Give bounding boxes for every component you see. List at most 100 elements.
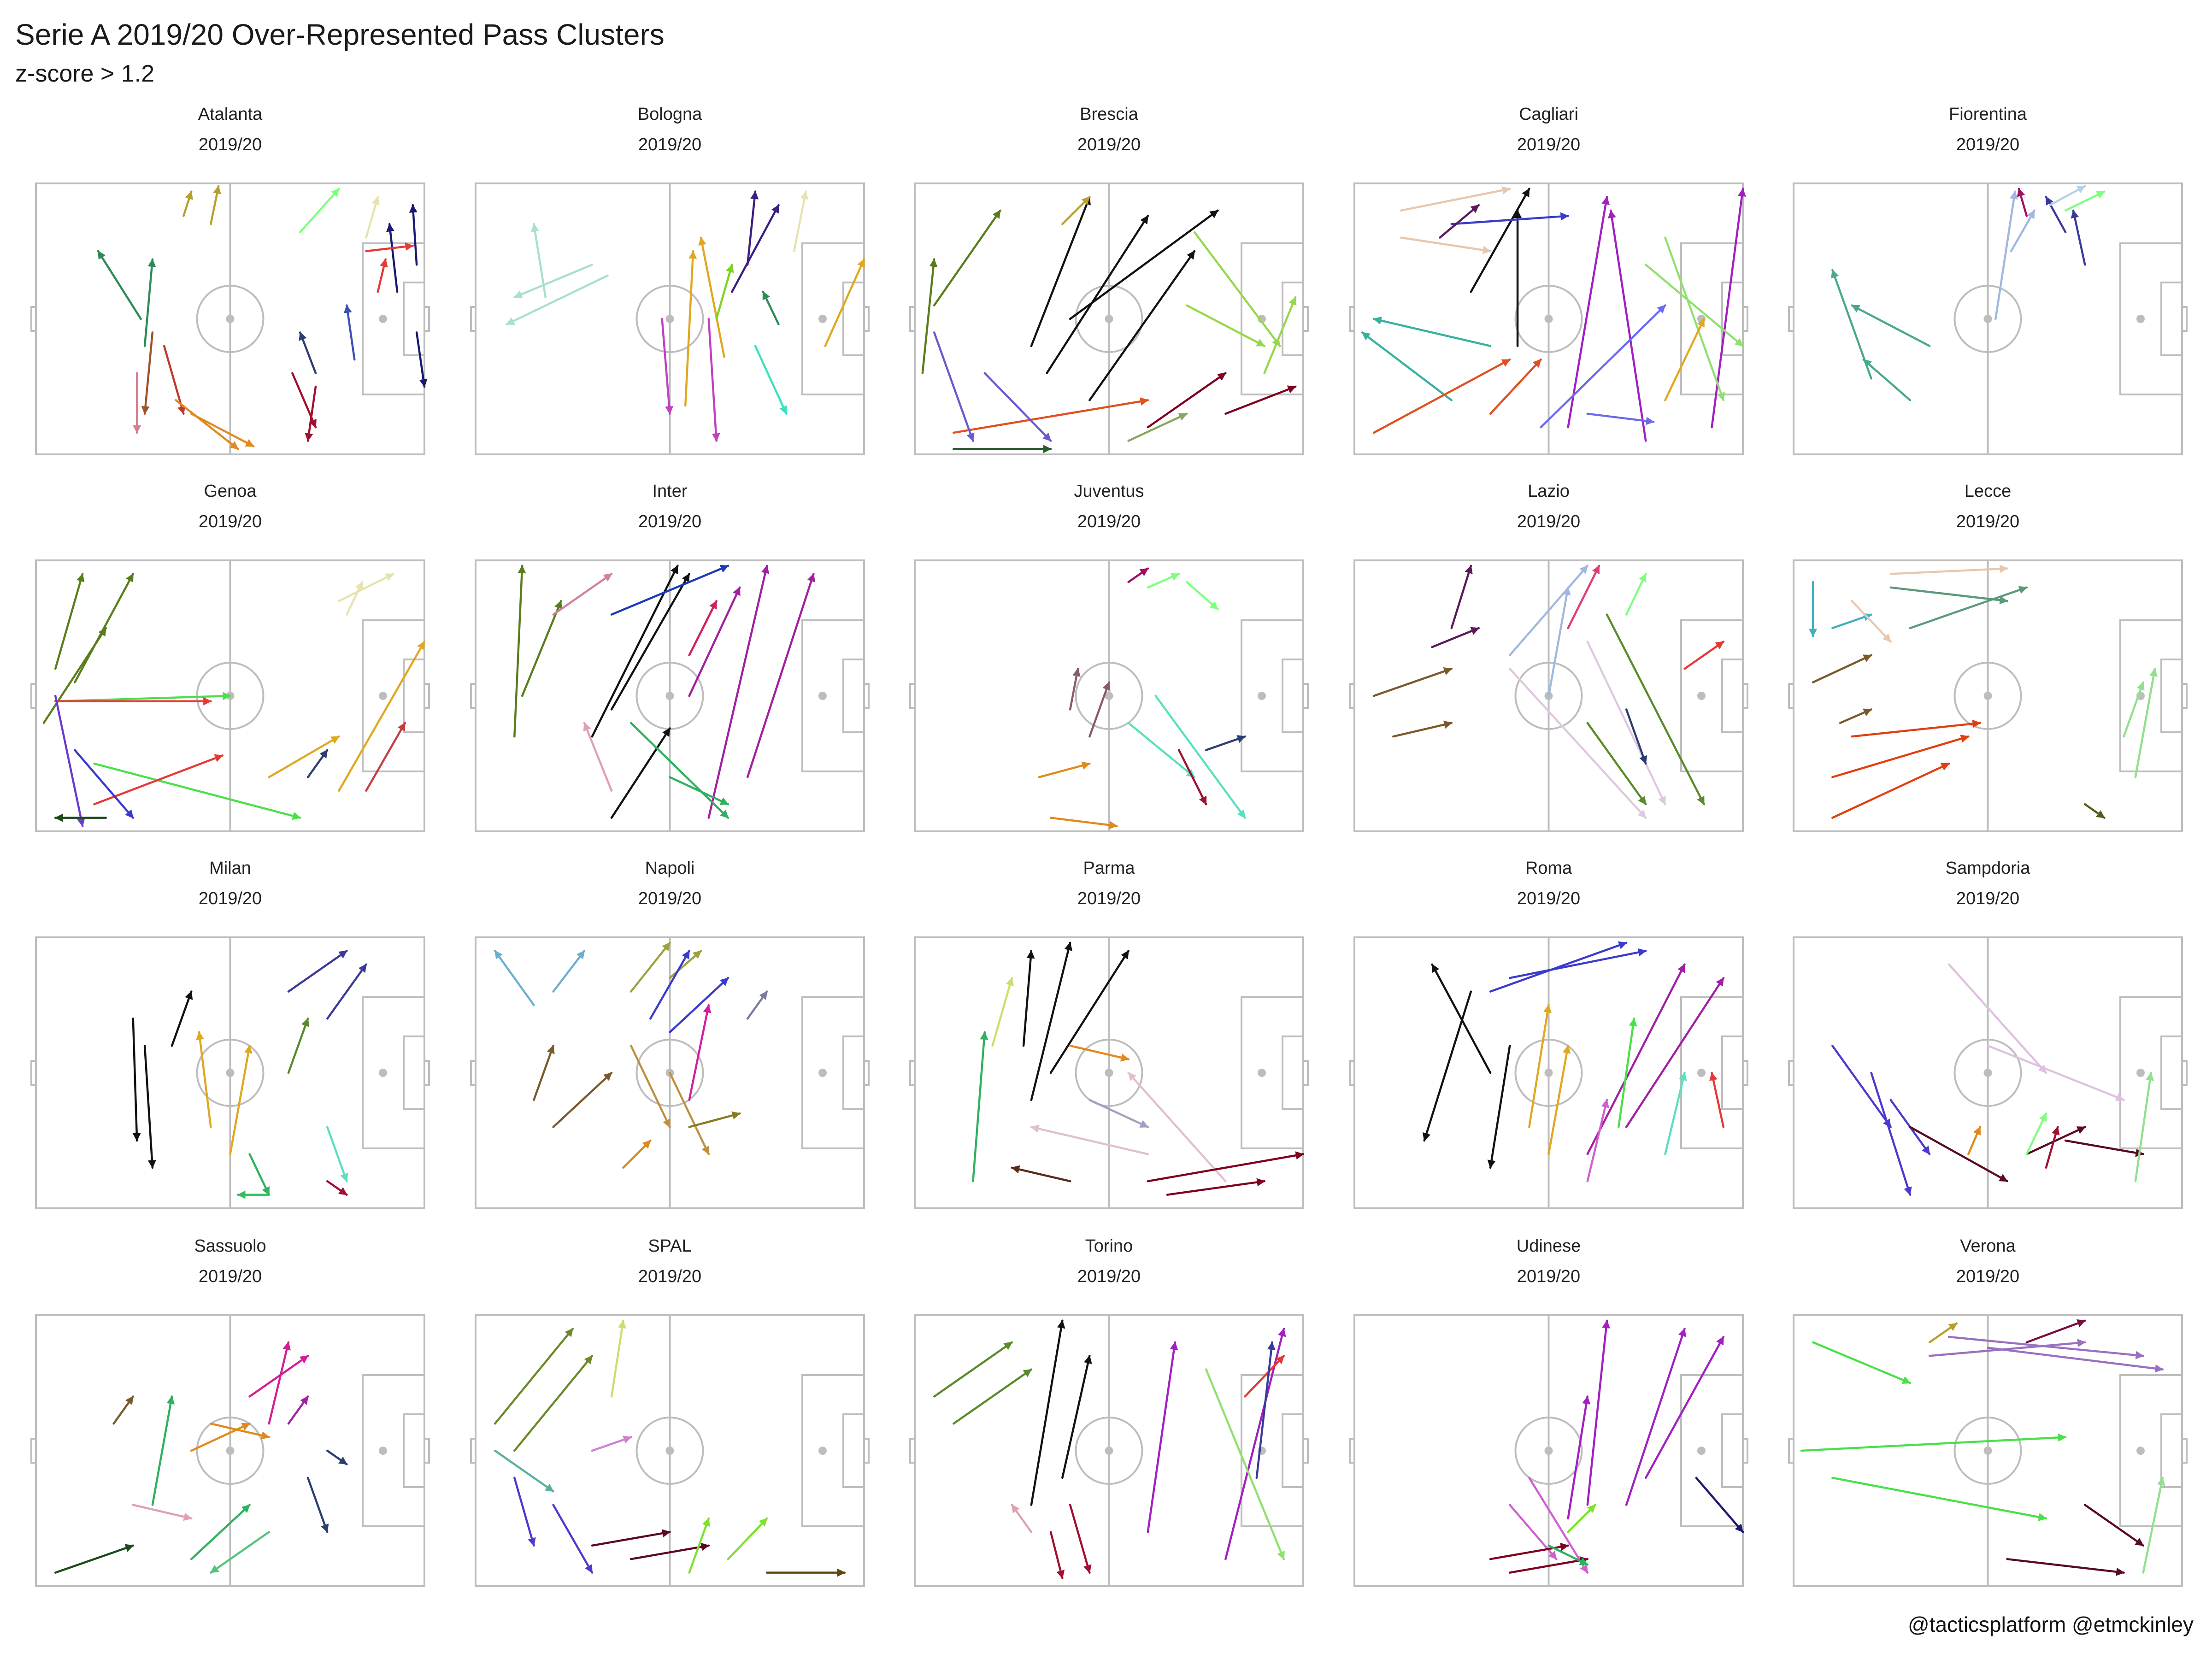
panel-season-label: 2019/20: [638, 889, 701, 908]
pass-arrow: [1088, 250, 1196, 401]
pass-arrow: [1540, 304, 1666, 429]
pass-panel: Udinese 2019/20: [1349, 1236, 1748, 1587]
pass-arrow: [1127, 722, 1196, 778]
pass-panel: Juventus 2019/20: [909, 482, 1309, 832]
pass-arrow: [688, 586, 741, 697]
pass-arrow: [299, 188, 340, 234]
pass-arrow: [305, 385, 317, 442]
pass-arrow: [591, 565, 679, 738]
pass-arrow: [1030, 196, 1091, 347]
pass-arrow: [1994, 190, 2018, 320]
pass-arrow: [793, 190, 809, 253]
pass-arrow: [494, 950, 535, 1006]
pass-arrow: [1586, 412, 1655, 425]
pass-arrow: [1967, 1126, 1981, 1155]
pass-arrow: [326, 963, 367, 1020]
pass-arrow: [2049, 185, 2086, 206]
pass-panel: Sampdoria 2019/20: [1788, 859, 2188, 1209]
pass-panel: Bologna 2019/20: [470, 105, 870, 455]
pass-arrow: [669, 977, 729, 1034]
pass-arrow: [338, 573, 394, 602]
pass-arrow: [1088, 681, 1111, 738]
pass-arrow: [727, 1517, 768, 1560]
pass-arrow: [1567, 565, 1600, 629]
pass-arrow: [1508, 1556, 1589, 1574]
pitch-outline: [1788, 1314, 2188, 1587]
pass-arrow: [1061, 196, 1091, 225]
pass-arrow: [248, 1354, 309, 1398]
pass-arrow: [74, 573, 134, 683]
pass-arrow: [97, 250, 142, 320]
pass-arrow: [1851, 719, 1981, 738]
panel-season-label: 2019/20: [1077, 135, 1141, 154]
pass-arrow: [2134, 667, 2158, 778]
panel-team-title: Roma: [1525, 859, 1572, 878]
pass-panel: Atalanta 2019/20: [30, 105, 430, 455]
pass-arrow: [933, 331, 975, 442]
pass-arrow: [494, 1449, 554, 1493]
pass-arrow: [669, 776, 729, 806]
panel-season-label: 2019/20: [1956, 889, 2019, 908]
pass-arrow: [1839, 708, 1872, 724]
pass-arrow: [1127, 412, 1188, 442]
pass-arrow: [346, 581, 364, 616]
pitch-outline: [30, 1314, 430, 1587]
pass-arrow: [629, 941, 671, 993]
pass-arrow: [1586, 641, 1666, 806]
pass-panel: Roma 2019/20: [1349, 859, 1748, 1209]
panel-team-title: Sassuolo: [194, 1236, 266, 1256]
panel-season-label: 2019/20: [638, 1267, 701, 1286]
pass-arrow: [343, 304, 356, 361]
panel-team-title: Verona: [1960, 1236, 2016, 1256]
pass-arrow: [1831, 1044, 1892, 1128]
pass-arrow: [552, 1504, 594, 1574]
pass-panel: Sassuolo 2019/20: [30, 1236, 430, 1587]
panel-season-label: 2019/20: [1077, 1267, 1141, 1286]
pass-arrow: [190, 1504, 251, 1560]
pass-arrow: [291, 372, 317, 429]
pass-arrow: [513, 1477, 536, 1547]
pass-arrow: [746, 190, 759, 266]
pass-arrow: [210, 185, 221, 225]
pass-arrow: [1625, 573, 1647, 616]
pass-arrow: [1177, 749, 1207, 806]
panel-season-label: 2019/20: [1517, 135, 1580, 154]
pass-arrow: [229, 1044, 253, 1155]
panel-team-title: SPAL: [648, 1236, 691, 1256]
pass-arrow: [1695, 1477, 1744, 1533]
panel-team-title: Inter: [652, 482, 687, 501]
pass-arrow: [622, 1139, 652, 1169]
pass-panel: Lazio 2019/20: [1349, 482, 1748, 832]
pass-arrow: [1069, 667, 1081, 711]
pass-arrow: [1664, 318, 1705, 401]
pitch-outline: [1788, 182, 2188, 455]
pass-arrow: [1127, 567, 1149, 583]
pass-arrow: [415, 331, 428, 388]
pass-arrow: [1831, 613, 1872, 629]
chart-title: Serie A 2019/20 Over-Represented Pass Cl…: [15, 18, 665, 51]
pass-arrow: [1011, 1165, 1071, 1182]
pass-arrow: [1400, 186, 1511, 212]
pass-arrow: [591, 1435, 632, 1452]
panel-season-label: 2019/20: [1956, 1267, 2019, 1286]
pass-arrow: [42, 627, 107, 724]
pass-arrow: [746, 573, 815, 778]
pass-arrow: [2045, 1126, 2060, 1169]
pass-arrow: [2064, 190, 2106, 212]
pass-arrow: [1851, 304, 1931, 347]
pass-arrow: [629, 1044, 671, 1128]
pass-arrow: [1030, 1124, 1149, 1155]
pass-arrow: [2017, 188, 2028, 217]
pass-panel: Lecce 2019/20: [1788, 482, 2188, 832]
pass-arrow: [629, 722, 729, 819]
panel-team-title: Lazio: [1528, 482, 1570, 501]
panel-team-title: Atalanta: [198, 105, 263, 124]
pass-arrow: [1586, 1099, 1609, 1182]
pass-arrow: [1372, 316, 1492, 347]
pass-arrow: [409, 204, 418, 266]
panel-team-title: Napoli: [645, 859, 695, 878]
panel-team-title: Cagliari: [1519, 105, 1578, 124]
pass-arrow: [1263, 296, 1297, 374]
pass-arrow: [610, 727, 671, 819]
chart-caption: @tacticsplatform @etmckinley: [1908, 1612, 2194, 1636]
